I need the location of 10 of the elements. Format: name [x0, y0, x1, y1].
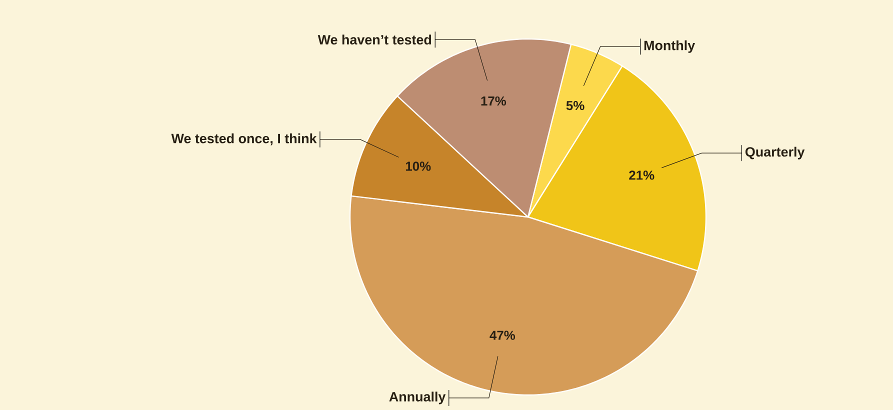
data-label: 47% [490, 330, 516, 340]
slice-label: We tested once, I think [171, 133, 317, 146]
data-label: 21% [629, 170, 654, 180]
slice-label: Annually [389, 392, 446, 404]
data-label: 10% [406, 162, 431, 171]
slice-label: Monthly [644, 40, 696, 53]
slice-label: Quarterly [745, 146, 805, 160]
data-label: 5% [566, 101, 584, 110]
data-label: 17% [481, 96, 506, 106]
slice-label: We haven’t tested [318, 34, 432, 45]
